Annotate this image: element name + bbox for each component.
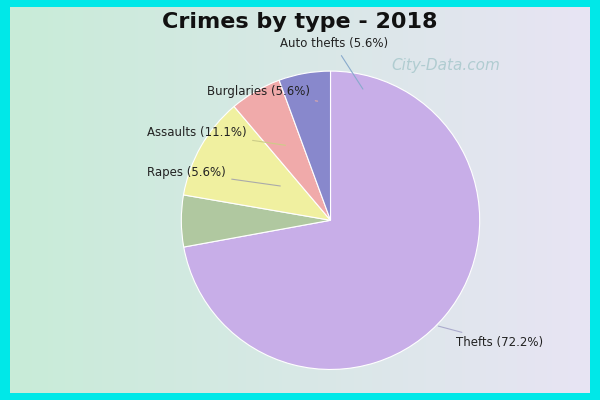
Wedge shape — [279, 71, 331, 220]
Wedge shape — [184, 106, 331, 220]
Wedge shape — [181, 195, 331, 247]
Text: Thefts (72.2%): Thefts (72.2%) — [439, 326, 543, 349]
Text: Assaults (11.1%): Assaults (11.1%) — [148, 126, 286, 145]
Wedge shape — [234, 80, 331, 220]
Text: Burglaries (5.6%): Burglaries (5.6%) — [207, 85, 317, 101]
Text: Rapes (5.6%): Rapes (5.6%) — [148, 166, 280, 186]
Text: City-Data.com: City-Data.com — [391, 58, 500, 72]
Text: Auto thefts (5.6%): Auto thefts (5.6%) — [280, 38, 388, 89]
Wedge shape — [184, 71, 479, 370]
Text: Crimes by type - 2018: Crimes by type - 2018 — [162, 12, 438, 32]
